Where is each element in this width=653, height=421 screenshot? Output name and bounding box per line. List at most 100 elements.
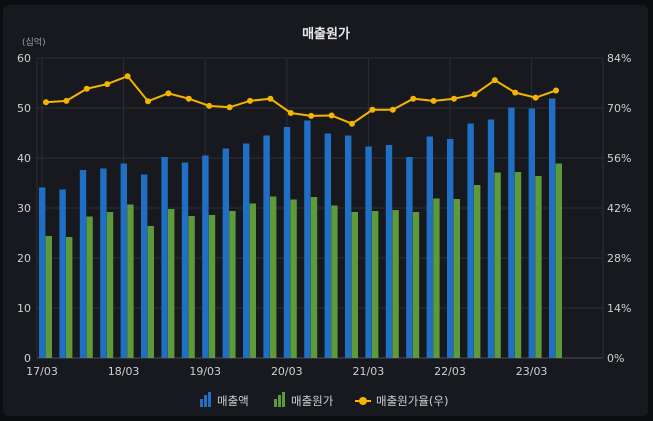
- sales-bar: [100, 168, 107, 358]
- cogs-bar: [433, 198, 440, 358]
- y-axis-left: 0 10 20 30 40 50 60: [17, 52, 31, 365]
- sales-bar: [487, 119, 495, 358]
- cogs-bar: [188, 216, 195, 358]
- cogs-bar: [514, 172, 522, 358]
- ratio-point: [471, 91, 478, 98]
- ratio-point: [165, 90, 172, 97]
- sales-bar: [222, 148, 229, 358]
- cogs-bar: [168, 209, 175, 358]
- ratio-point: [410, 95, 417, 102]
- sales-bar: [283, 127, 291, 358]
- ratio-point: [553, 87, 559, 94]
- sales-bar: [263, 135, 270, 358]
- sales-bar: [447, 139, 454, 358]
- ratio-point: [451, 95, 457, 102]
- cogs-bar: [66, 237, 73, 358]
- ratio-point: [389, 106, 396, 113]
- sales-bar: [243, 143, 250, 358]
- legend-item-cogs[interactable]: 매출원가: [274, 392, 334, 408]
- y2-tick-label: 0%: [607, 352, 624, 365]
- ratio-point: [83, 85, 90, 92]
- cogs-bar: [290, 199, 297, 358]
- sales-bar: [508, 107, 515, 358]
- sales-bar: [181, 162, 189, 358]
- ratio-point: [267, 95, 274, 102]
- sales-bar: [59, 189, 66, 358]
- cogs-bar: [535, 176, 542, 358]
- ratio-line: [43, 73, 559, 127]
- y2-tick-label: 28%: [607, 252, 631, 265]
- legend-label-sales: 매출액: [217, 394, 249, 408]
- legend-item-ratio[interactable]: 매출원가율(우): [355, 394, 448, 408]
- legend-swatch-sales: [200, 399, 203, 407]
- cogs-bar: [392, 210, 399, 358]
- cogs-bar: [331, 205, 338, 358]
- x-tick-label: 23/03: [516, 365, 548, 378]
- x-tick-label: 18/03: [108, 365, 140, 378]
- y2-tick-label: 70%: [607, 102, 631, 115]
- sales-bar: [385, 145, 393, 358]
- ratio-point: [206, 102, 213, 109]
- cogs-bar: [453, 199, 460, 358]
- legend-item-sales[interactable]: 매출액: [200, 392, 249, 408]
- sales-bar: [365, 146, 372, 358]
- ratio-point: [491, 77, 498, 84]
- legend-swatch-sales: [204, 395, 207, 407]
- legend: 매출액 매출원가 매출원가율(우): [200, 392, 448, 408]
- ratio-point: [145, 98, 151, 105]
- x-axis: 17/03 18/03 19/03 20/03 21/03 22/03 23/03: [26, 365, 547, 378]
- y-tick-label: 40: [17, 152, 31, 165]
- y-tick-label: 30: [17, 202, 31, 215]
- ratio-point: [185, 95, 192, 102]
- cogs-bar: [494, 172, 501, 358]
- ratio-polyline: [45, 75, 557, 125]
- cogs-bar: [270, 196, 277, 358]
- legend-swatch-ratio-dot: [359, 397, 367, 405]
- sales-bar: [324, 133, 331, 358]
- sales-bar: [161, 157, 168, 358]
- y-tick-label: 60: [17, 52, 31, 65]
- chart-panel: 매출원가 (십억) 0 10 20 30 40 50 60 0% 14% 28% 42% 56% 70…: [3, 5, 648, 416]
- cogs-bar: [249, 203, 256, 358]
- ratio-point: [512, 89, 519, 96]
- sales-bar: [202, 155, 209, 358]
- sales-bar: [141, 174, 148, 358]
- y-tick-label: 0: [24, 352, 31, 365]
- ratio-point: [430, 97, 437, 104]
- y2-tick-label: 42%: [607, 202, 631, 215]
- cogs-bar: [45, 236, 52, 358]
- y2-tick-label: 84%: [607, 52, 631, 65]
- sales-bar: [467, 123, 474, 358]
- cogs-bar: [555, 163, 562, 358]
- ratio-point: [328, 112, 335, 119]
- sales-bar: [304, 120, 311, 358]
- y-tick-label: 20: [17, 252, 31, 265]
- sales-bar: [345, 135, 352, 358]
- chart-title: 매출원가: [302, 26, 350, 42]
- sales-bar: [120, 163, 127, 358]
- ratio-point: [287, 110, 294, 116]
- sales-bar: [39, 187, 46, 358]
- legend-swatch-cogs: [278, 395, 281, 407]
- cogs-bar: [106, 212, 114, 358]
- ratio-point: [369, 106, 376, 113]
- ratio-point: [104, 81, 111, 88]
- cogs-bar: [86, 216, 93, 358]
- legend-swatch-cogs: [282, 392, 285, 407]
- y-tick-label: 10: [17, 302, 31, 315]
- cogs-bar: [208, 215, 216, 358]
- ratio-point: [349, 120, 355, 127]
- sales-bar: [528, 108, 535, 358]
- x-tick-label: 19/03: [189, 365, 221, 378]
- legend-swatch-cogs: [274, 399, 277, 407]
- cogs-bar: [127, 204, 134, 358]
- unit-label: (십억): [22, 36, 46, 48]
- cogs-bar: [229, 211, 236, 358]
- cogs-bar: [372, 211, 379, 358]
- bars: [39, 98, 562, 358]
- y-tick-label: 50: [17, 102, 31, 115]
- y-axis-right: 0% 14% 28% 42% 56% 70% 84%: [607, 52, 631, 365]
- x-tick-label: 21/03: [353, 365, 385, 378]
- y2-tick-label: 14%: [607, 302, 631, 315]
- legend-label-ratio: 매출원가율(우): [376, 394, 448, 408]
